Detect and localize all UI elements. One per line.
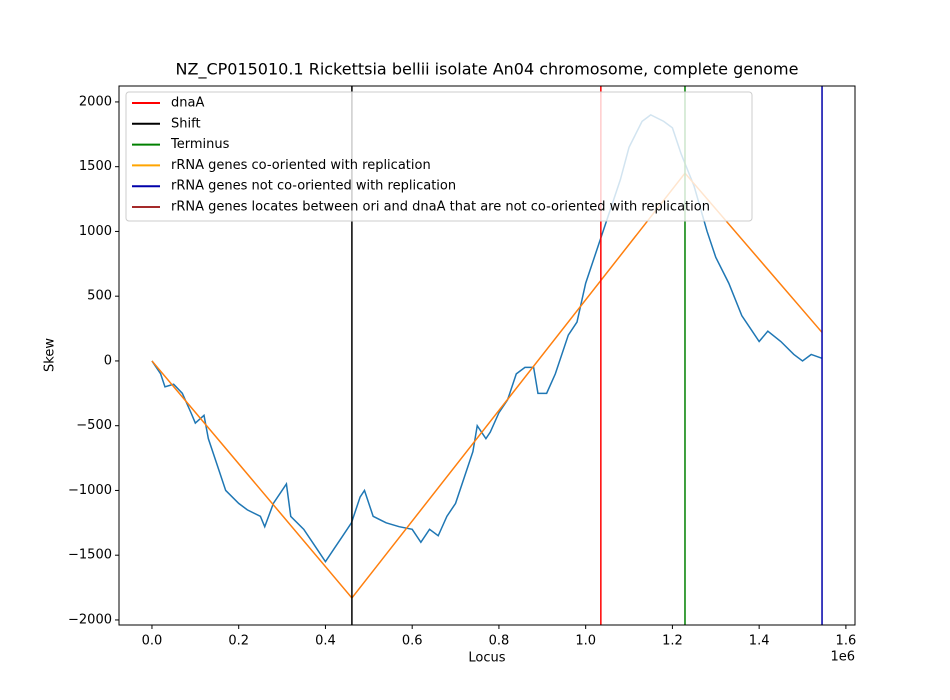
y-tick-label: 500 — [87, 289, 112, 304]
x-tick-label: 0.8 — [489, 634, 510, 649]
chart-title: NZ_CP015010.1 Rickettsia bellii isolate … — [176, 60, 799, 80]
legend-label: rRNA genes locates between ori and dnaA … — [171, 200, 710, 215]
skew-line — [151, 171, 823, 600]
legend-label: rRNA genes co-oriented with replication — [171, 158, 431, 173]
x-tick-label: 1.6 — [836, 634, 857, 649]
x-tick-label: 1.0 — [575, 634, 596, 649]
x-tick-label: 1.4 — [749, 634, 770, 649]
y-tick-label: −500 — [76, 418, 112, 433]
y-axis-label: Skew — [43, 338, 58, 372]
y-tick-label: 1000 — [79, 224, 112, 239]
legend-label: Shift — [171, 116, 201, 131]
y-tick-label: 1500 — [79, 159, 112, 174]
x-tick-label: 0.2 — [228, 634, 249, 649]
y-tick-label: −2000 — [68, 612, 112, 627]
x-offset-label: 1e6 — [830, 650, 855, 665]
y-tick-label: 2000 — [79, 94, 112, 109]
y-tick-label: −1500 — [68, 548, 112, 563]
x-tick-label: 1.2 — [662, 634, 683, 649]
legend-box — [125, 91, 753, 222]
x-axis-label: Locus — [468, 651, 505, 666]
x-tick-label: 0.6 — [402, 634, 423, 649]
y-tick-label: −1000 — [68, 483, 112, 498]
legend-label: rRNA genes not co-oriented with replicat… — [171, 179, 456, 194]
x-tick-label: 0.0 — [142, 634, 163, 649]
y-tick-label: 0 — [104, 353, 112, 368]
legend-label: dnaA — [171, 96, 204, 111]
x-tick-label: 0.4 — [315, 634, 336, 649]
legend-label: Terminus — [170, 137, 230, 152]
plot-frame — [118, 85, 856, 626]
